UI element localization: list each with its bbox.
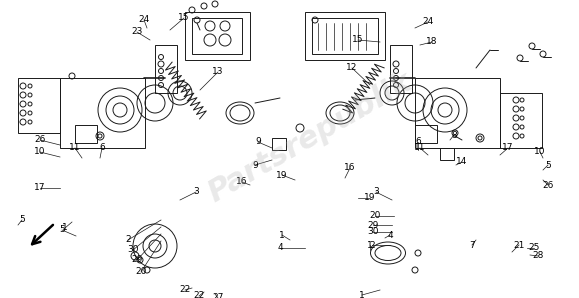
Text: 14: 14 — [456, 158, 468, 167]
Text: 2: 2 — [125, 235, 131, 244]
Text: 5: 5 — [545, 161, 551, 170]
Text: 3: 3 — [193, 187, 199, 196]
Text: Partsrepublik: Partsrepublik — [203, 68, 417, 208]
Text: 25: 25 — [528, 243, 540, 252]
Bar — [75, 125, 97, 143]
Text: 22: 22 — [179, 285, 190, 294]
Text: 16: 16 — [236, 178, 248, 187]
Text: 11: 11 — [414, 144, 426, 153]
Text: 2: 2 — [369, 240, 375, 249]
Text: 5: 5 — [19, 215, 25, 224]
Text: 6: 6 — [99, 144, 105, 153]
Text: 21: 21 — [514, 240, 525, 249]
Text: 9: 9 — [255, 137, 261, 147]
Text: 17: 17 — [34, 184, 46, 193]
Bar — [272, 138, 286, 150]
Text: 4: 4 — [277, 243, 283, 252]
Text: 19: 19 — [364, 193, 376, 203]
Text: 8: 8 — [451, 131, 457, 139]
Text: 9: 9 — [252, 161, 258, 170]
Text: 29: 29 — [131, 255, 142, 265]
Text: 5: 5 — [59, 226, 65, 235]
Bar — [305, 12, 385, 60]
Text: 1: 1 — [359, 291, 365, 298]
Text: 1: 1 — [279, 230, 285, 240]
Text: 27: 27 — [212, 294, 223, 298]
Text: 26: 26 — [543, 181, 554, 190]
Text: 11: 11 — [69, 144, 80, 153]
Bar — [415, 78, 500, 148]
Text: 15: 15 — [352, 35, 364, 44]
Text: 12: 12 — [346, 63, 358, 72]
Text: 29: 29 — [367, 221, 379, 229]
Text: 20: 20 — [135, 268, 146, 277]
Text: 4: 4 — [387, 230, 393, 240]
Text: 10: 10 — [34, 148, 46, 156]
Text: 19: 19 — [276, 170, 288, 179]
Text: 30: 30 — [127, 246, 139, 254]
Text: 13: 13 — [212, 68, 223, 77]
Text: 24: 24 — [422, 18, 434, 27]
Text: 6: 6 — [415, 137, 421, 147]
Bar — [155, 45, 177, 93]
Text: 15: 15 — [178, 13, 190, 23]
Text: 30: 30 — [367, 227, 379, 237]
Bar — [440, 148, 454, 160]
Text: 10: 10 — [534, 148, 546, 156]
Text: 24: 24 — [138, 15, 149, 24]
Text: 28: 28 — [532, 252, 544, 260]
Text: 22: 22 — [193, 291, 204, 298]
Text: 7: 7 — [469, 240, 475, 249]
Bar — [415, 125, 437, 143]
Text: 3: 3 — [373, 187, 379, 196]
Text: 17: 17 — [502, 144, 514, 153]
Bar — [312, 18, 378, 54]
Bar — [18, 78, 60, 133]
Text: 23: 23 — [131, 27, 142, 36]
Text: 20: 20 — [369, 212, 380, 221]
Text: 1: 1 — [367, 240, 373, 249]
Bar — [185, 12, 250, 60]
Text: 1: 1 — [62, 224, 68, 232]
Text: 18: 18 — [426, 38, 438, 46]
Bar — [192, 18, 242, 54]
Text: 26: 26 — [34, 136, 46, 145]
Bar — [60, 78, 145, 148]
Bar — [500, 93, 542, 148]
Bar — [390, 45, 412, 93]
Text: 16: 16 — [345, 164, 356, 173]
